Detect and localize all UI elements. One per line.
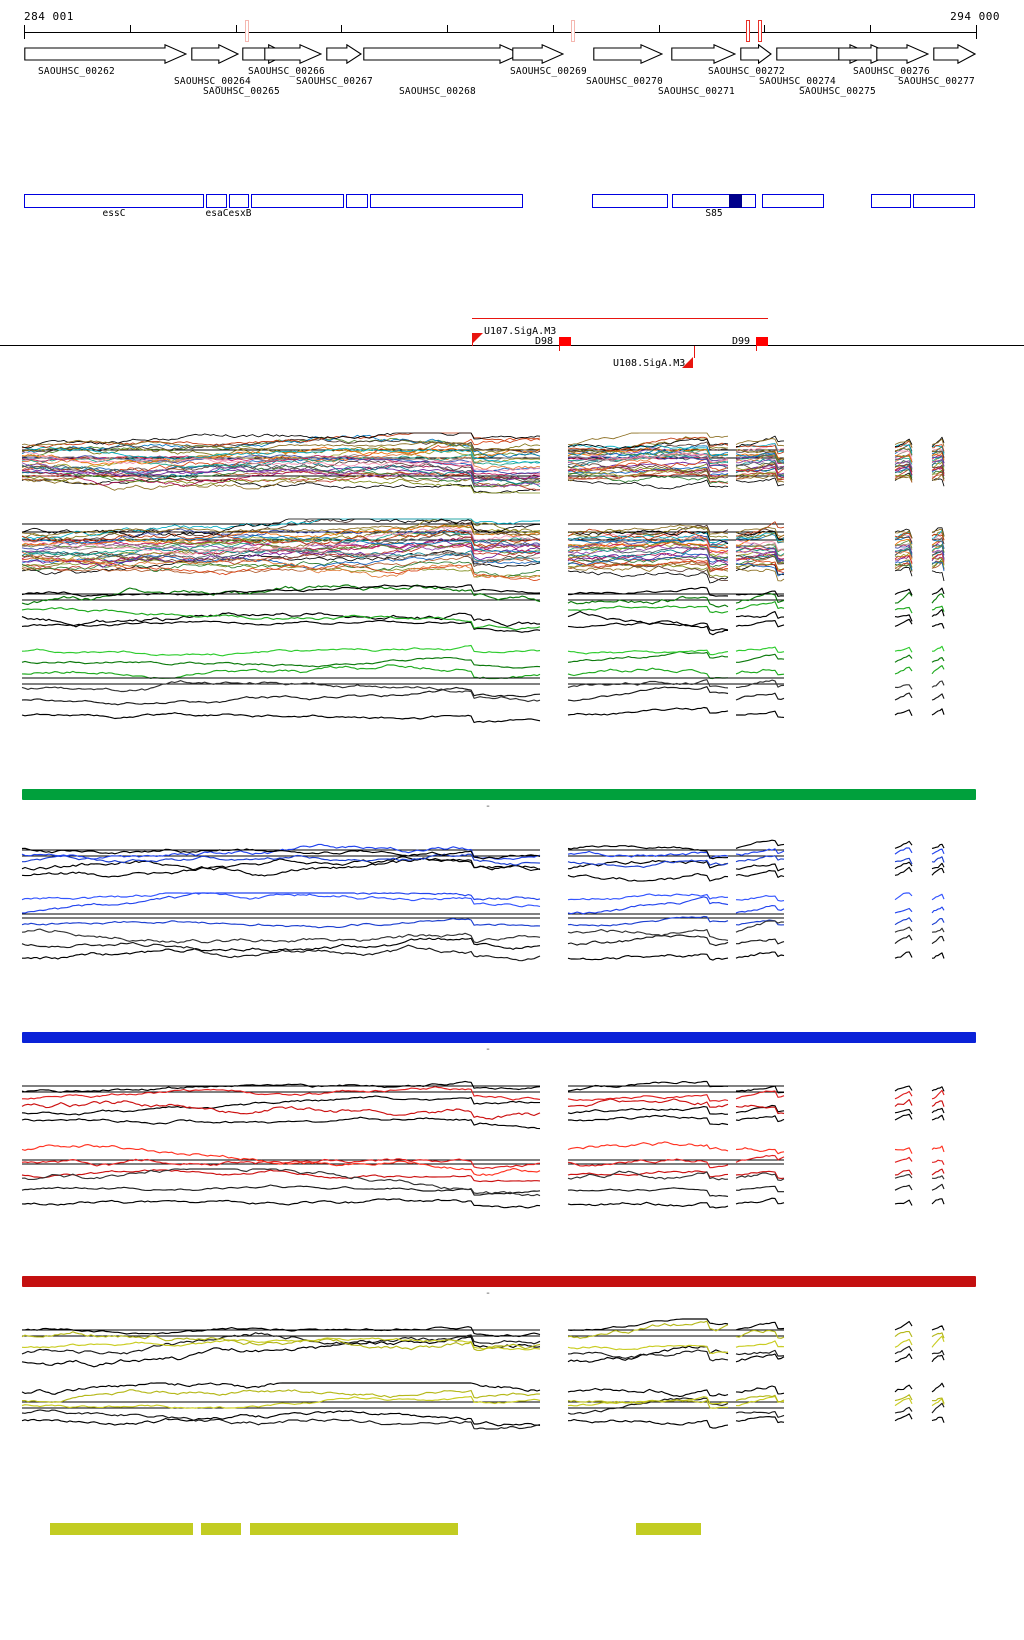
ruler-tick (447, 25, 449, 33)
gene-arrow[interactable] (593, 44, 663, 68)
feature-box[interactable] (24, 194, 204, 208)
signal-panel-red-1[interactable] (0, 1140, 1024, 1184)
feature-box[interactable] (871, 194, 911, 208)
ruler-tick (658, 25, 660, 33)
regulatory-stem-D98 (559, 346, 561, 351)
ruler-tick (24, 25, 25, 39)
ruler-tick (129, 25, 131, 33)
gene-arrow[interactable] (876, 44, 929, 68)
signal-panel-blackyellow-1[interactable] (0, 1318, 1024, 1374)
feature-label: S85 (705, 208, 723, 219)
bottom-block-2[interactable] (201, 1523, 241, 1535)
group-green-bar[interactable] (22, 789, 976, 800)
ruler-start-label: 284 001 (24, 10, 74, 23)
feature-box[interactable] (762, 194, 824, 208)
signal-panel-blackred-1[interactable] (0, 1078, 1024, 1130)
regulatory-stem-D99 (756, 346, 758, 351)
regulatory-block-D98[interactable] (559, 337, 571, 346)
feature-box[interactable] (913, 194, 975, 208)
ruler-end-label: 294 000 (950, 10, 1000, 23)
regulatory-label-D99: D99 (732, 336, 751, 347)
gene-arrow[interactable] (264, 44, 322, 68)
regulatory-baseline (0, 345, 1024, 347)
gene-label: SAOUHSC_00275 (799, 86, 876, 97)
ruler-tick (870, 25, 872, 33)
ruler-axis-line (24, 32, 976, 33)
ruler-tick (764, 25, 766, 33)
reg-span-top (472, 318, 768, 320)
gene-label: SAOUHSC_00268 (399, 86, 476, 97)
gene-arrow[interactable] (740, 44, 772, 68)
feature-label: esxB (228, 208, 252, 219)
site-mark-4 (757, 20, 762, 42)
gene-label: SAOUHSC_00276 (853, 66, 930, 77)
gene-arrow[interactable] (326, 44, 362, 68)
regulatory-element-track: U107.SigA.M3 D98 D99 U108.SigA.M3 (0, 300, 1024, 380)
signal-panel-black-2[interactable] (0, 920, 1024, 968)
signal-panel-black-3[interactable] (0, 1168, 1024, 1214)
feature-label: essC (102, 208, 126, 219)
gene-label: SAOUHSC_00270 (586, 76, 663, 87)
feature-box[interactable] (592, 194, 668, 208)
feature-box[interactable] (251, 194, 344, 208)
regulatory-flag-U108[interactable] (682, 357, 693, 368)
feature-box[interactable] (370, 194, 523, 208)
bottom-block-3[interactable] (250, 1523, 458, 1535)
signal-panel-multicolor-2[interactable] (0, 518, 1024, 584)
regulatory-block-D99[interactable] (756, 337, 768, 346)
feature-box[interactable] (672, 194, 756, 208)
ruler-tick (552, 25, 554, 33)
gene-label: SAOUHSC_00274 (759, 76, 836, 87)
gene-label: SAOUHSC_00262 (38, 66, 115, 77)
feature-box[interactable] (229, 194, 249, 208)
gene-label: SAOUHSC_00267 (296, 76, 373, 87)
ruler-tick (235, 25, 237, 33)
gene-label: SAOUHSC_00264 (174, 76, 251, 87)
group-blue-bar[interactable] (22, 1032, 976, 1043)
gene-label: SAOUHSC_00269 (510, 66, 587, 77)
ruler-tick (341, 25, 343, 33)
signal-panel-multicolor-1[interactable] (0, 432, 1024, 494)
signal-panel-yellow-1[interactable] (0, 1382, 1024, 1432)
gene-label: SAOUHSC_00265 (203, 86, 280, 97)
group-red-tick-label: - (484, 1288, 492, 1299)
site-mark-3 (745, 20, 750, 42)
feature-box[interactable] (346, 194, 368, 208)
bottom-block-1[interactable] (50, 1523, 193, 1535)
gene-arrow[interactable] (671, 44, 736, 68)
signal-panel-black-1[interactable] (0, 676, 1024, 726)
feature-box[interactable] (206, 194, 227, 208)
regulatory-label-U107: U107.SigA.M3 (484, 326, 557, 337)
signal-panel-green-1[interactable] (0, 640, 1024, 682)
group-blue-tick-label: - (484, 1044, 492, 1055)
feature-label: esaC (205, 208, 229, 219)
group-green-tick-label: - (484, 801, 492, 812)
regulatory-flag-U107[interactable] (472, 333, 483, 344)
gene-arrow[interactable] (512, 44, 564, 68)
gene-arrow[interactable] (933, 44, 976, 68)
gene-arrow[interactable] (24, 44, 187, 68)
site-mark-2 (244, 20, 249, 42)
gene-label: SAOUHSC_00271 (658, 86, 735, 97)
regulatory-label-U108: U108.SigA.M3 (613, 358, 686, 369)
gene-arrow[interactable] (191, 44, 239, 68)
gene-arrow[interactable] (363, 44, 522, 68)
group-red-bar[interactable] (22, 1276, 976, 1287)
gene-label: SAOUHSC_00277 (898, 76, 975, 87)
gene-label: SAOUHSC_00266 (248, 66, 325, 77)
gene-arrow-track (0, 44, 1024, 70)
regulatory-stem-U108 (694, 346, 696, 358)
signal-panel-blackgreen-1[interactable] (0, 584, 1024, 638)
feature-annotation-track: essC esaC esxB S85 (0, 194, 1024, 224)
gene-label: SAOUHSC_00272 (708, 66, 785, 77)
signal-panel-blackblue-1[interactable] (0, 836, 1024, 886)
bottom-block-4[interactable] (636, 1523, 701, 1535)
regulatory-label-D98: D98 (535, 336, 554, 347)
feature-box[interactable] (729, 194, 742, 208)
signal-panel-blue-1[interactable] (0, 892, 1024, 934)
site-mark-1 (571, 20, 576, 42)
ruler-tick (976, 25, 977, 39)
